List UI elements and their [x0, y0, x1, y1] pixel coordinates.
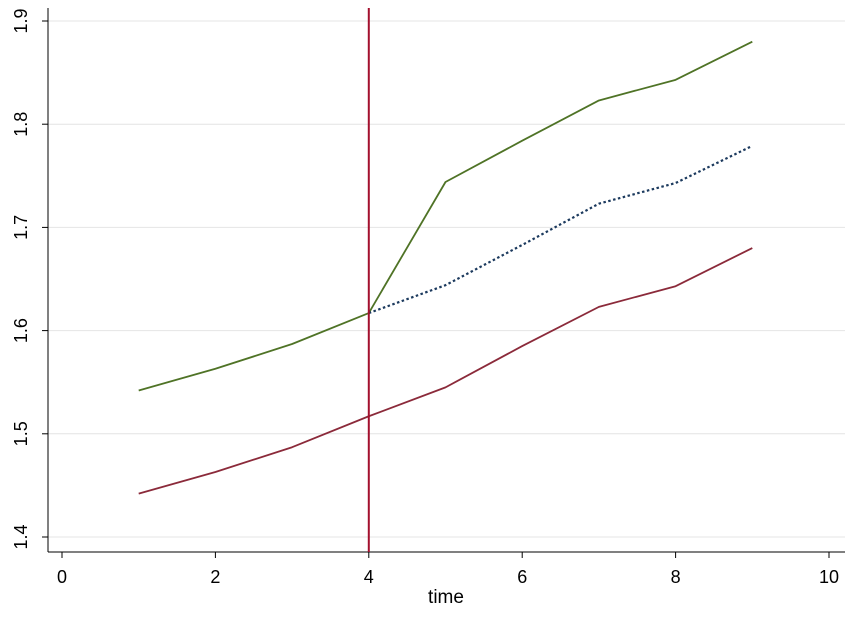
y-tick-label: 1.9: [11, 8, 31, 33]
x-tick-label: 10: [819, 567, 839, 587]
x-tick-label: 4: [364, 567, 374, 587]
y-tick-label: 1.7: [11, 215, 31, 240]
x-tick-label: 2: [210, 567, 220, 587]
x-tick-label: 6: [517, 567, 527, 587]
y-tick-label: 1.5: [11, 421, 31, 446]
y-tick-label: 1.6: [11, 318, 31, 343]
y-tick-label: 1.4: [11, 524, 31, 549]
y-tick-label: 1.8: [11, 112, 31, 137]
gridlines: [48, 20, 845, 538]
series-line-3: [138, 247, 753, 495]
series-line-1: [138, 40, 753, 392]
axes: [42, 8, 845, 558]
tick-labels: 1.4 1.5 1.6 1.7 1.8 1.9 0 2 4 6 8 10: [11, 8, 839, 587]
x-tick-label: 8: [671, 567, 681, 587]
x-axis-title: time: [428, 587, 464, 608]
x-tick-label: 0: [57, 567, 67, 587]
series-line-2: [368, 144, 753, 315]
series-lines: [138, 40, 753, 495]
